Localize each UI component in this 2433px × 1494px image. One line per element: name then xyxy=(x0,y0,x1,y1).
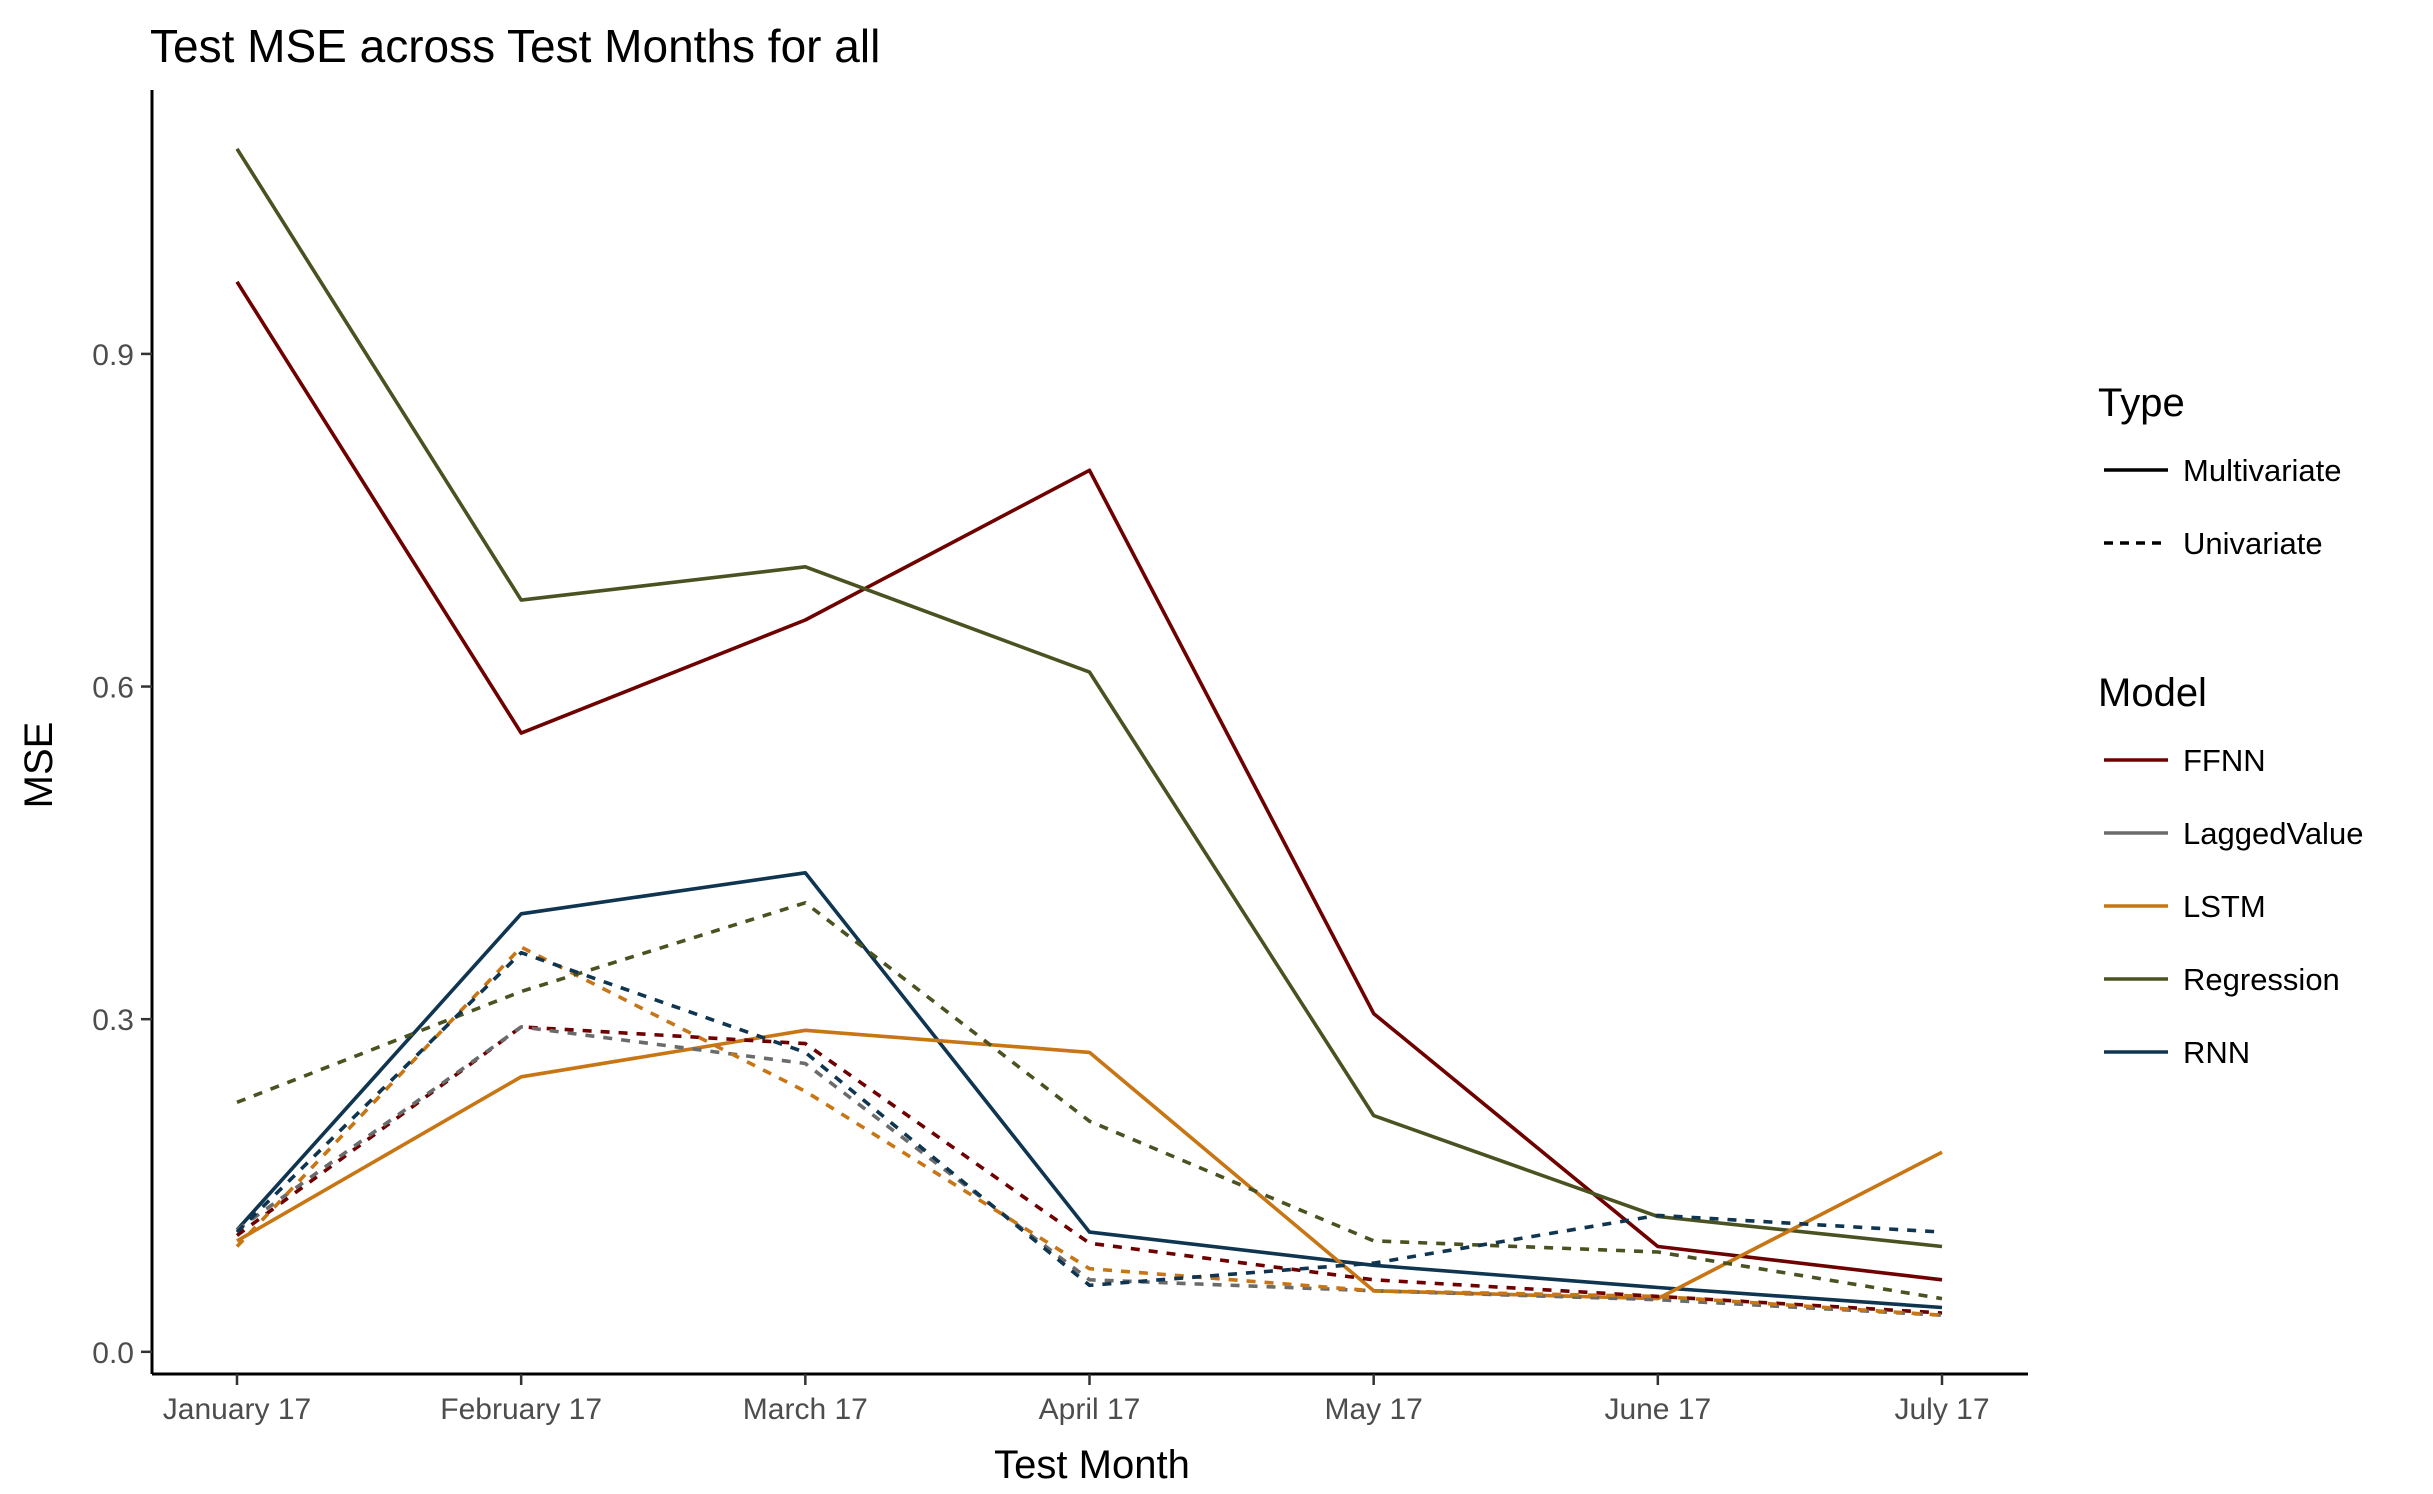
legend-model-label-lstm: LSTM xyxy=(2183,889,2266,924)
legend: Type Multivariate Univariate Model FFNN Lagge… xyxy=(2098,381,2363,1070)
y-tick-label: 0.0 xyxy=(92,1337,134,1370)
plot-area xyxy=(235,147,1943,1317)
series-line-regression-multivariate xyxy=(235,147,1943,1249)
series-line-lstm-univariate xyxy=(235,945,1943,1317)
series-line-laggedvalue-univariate xyxy=(235,1025,1943,1317)
chart-title: Test MSE across Test Months for all xyxy=(150,20,880,72)
legend-model-label-laggedvalue: LaggedValue xyxy=(2183,816,2363,851)
y-tick-label: 0.9 xyxy=(92,339,134,372)
x-tick-label: May 17 xyxy=(1324,1393,1422,1426)
x-tick-label: April 17 xyxy=(1039,1393,1141,1426)
x-tick-label: January 17 xyxy=(163,1393,311,1426)
axes: 0.0 0.3 0.6 0.9 January 17 February 17 March 1… xyxy=(92,90,2028,1426)
legend-type-label-multivariate: Multivariate xyxy=(2183,453,2342,488)
series-line-rnn-multivariate xyxy=(235,870,1943,1310)
legend-type-label-univariate: Univariate xyxy=(2183,526,2323,561)
y-tick-label: 0.3 xyxy=(92,1004,134,1037)
series-line-regression-univariate xyxy=(236,900,1943,1301)
series-line-lstm-multivariate xyxy=(236,1028,1943,1301)
legend-model-title: Model xyxy=(2098,671,2207,715)
legend-model-label-regression: Regression xyxy=(2183,962,2340,997)
x-axis-title: Test Month xyxy=(994,1443,1190,1487)
series-line-rnn-univariate xyxy=(235,950,1943,1288)
legend-model-label-ffnn: FFNN xyxy=(2183,743,2266,778)
y-axis-title: MSE xyxy=(17,722,61,809)
x-tick-label: March 17 xyxy=(743,1393,868,1426)
series-line-ffnn-multivariate xyxy=(235,280,1943,1282)
x-tick-label: July 17 xyxy=(1894,1393,1989,1426)
y-tick-label: 0.6 xyxy=(92,672,134,705)
series-line-ffnn-univariate xyxy=(235,1025,1943,1315)
legend-type-title: Type xyxy=(2098,381,2185,425)
x-tick-label: June 17 xyxy=(1604,1393,1711,1426)
x-tick-label: February 17 xyxy=(440,1393,602,1426)
legend-model-label-rnn: RNN xyxy=(2183,1035,2250,1070)
